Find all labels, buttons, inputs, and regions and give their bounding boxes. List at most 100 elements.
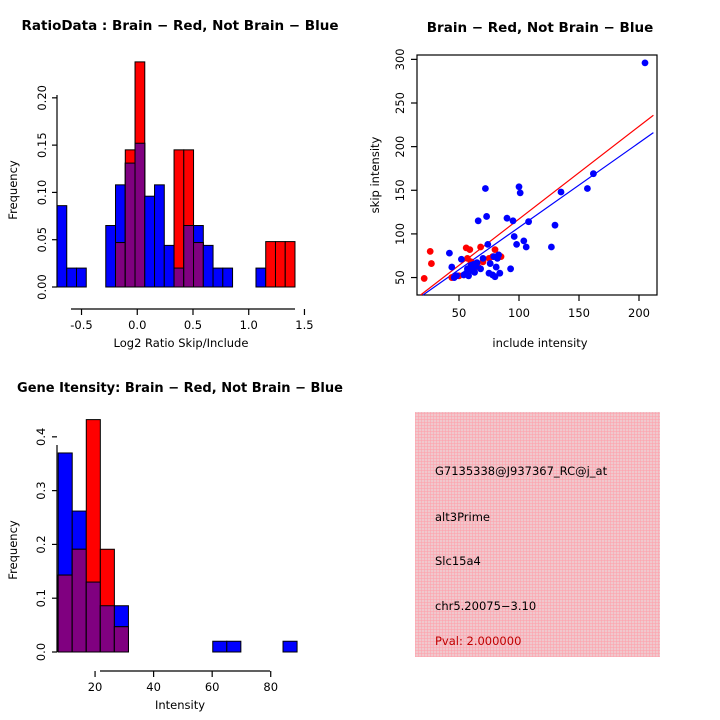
scatter-point <box>492 263 500 271</box>
y-tick-label: 0.10 <box>35 180 49 206</box>
x-tick-label: 100 <box>508 306 530 320</box>
gene-histogram-svg: 0.0 0.1 0.2 0.3 0.4 20 40 60 80 Frequency Inten… <box>6 419 298 712</box>
ratio-x-axis-title: Log2 Ratio Skip/Include <box>114 336 249 350</box>
scatter-point <box>641 59 649 67</box>
scatter-y-axis-title: skip intensity <box>368 136 382 213</box>
scatter-point <box>551 221 559 229</box>
y-tick-label: 50 <box>393 270 407 285</box>
panel-gene-info: G7135338@J937367_RC@j_at alt3Prime Slc15… <box>360 360 720 720</box>
scatter-point <box>453 272 460 280</box>
histogram-bar-red <box>173 149 185 288</box>
x-tick-label: 40 <box>146 680 161 694</box>
gene-y-axis: 0.0 0.1 0.2 0.3 0.4 <box>34 428 58 661</box>
histogram-bar-overlap <box>99 605 115 653</box>
x-tick-label: 200 <box>628 306 650 320</box>
scatter-point <box>477 243 484 251</box>
scatter-point <box>420 275 428 282</box>
panel-gene-intensity-histogram: Gene Itensity: Brain − Red, Not Brain − … <box>0 360 360 720</box>
x-tick-label: 80 <box>263 680 278 694</box>
scatter-point <box>486 260 494 267</box>
scatter-point <box>496 269 504 277</box>
histogram-bar-overlap <box>85 581 101 653</box>
histogram-bar-blue <box>202 244 214 288</box>
histogram-bar-blue <box>212 267 224 288</box>
y-tick-label: 150 <box>393 179 407 201</box>
pval-label: Pval: 2.000000 <box>435 634 522 648</box>
scatter-point <box>426 247 434 255</box>
scatter-point <box>516 189 524 197</box>
scatter-x-axis-title: include intensity <box>492 336 587 350</box>
y-tick-label: 0.2 <box>34 535 48 553</box>
brain-fit-line <box>420 114 654 296</box>
x-tick-label: 20 <box>88 680 103 694</box>
gene-histogram-title: Gene Itensity: Brain − Red, Not Brain − … <box>17 381 343 396</box>
histogram-bar-red <box>274 241 286 288</box>
scatter-point <box>458 255 465 263</box>
scatter-point <box>428 260 435 267</box>
scatter-point <box>525 218 532 226</box>
scatter-point <box>482 185 489 192</box>
scatter-point <box>513 240 520 248</box>
scatter-point <box>471 268 478 276</box>
ratio-histogram-bars <box>56 61 296 288</box>
scatter-title: Brain − Red, Not Brain − Blue <box>426 20 654 36</box>
scatter-point <box>448 263 456 271</box>
y-tick-label: 300 <box>393 48 407 70</box>
gene-symbol-label: Slc15a4 <box>435 554 481 568</box>
x-tick-label: 1.0 <box>240 318 258 332</box>
x-tick-label: 50 <box>452 306 467 320</box>
histogram-bar-overlap <box>57 574 73 653</box>
gene-y-axis-title: Frequency <box>6 520 20 580</box>
y-tick-label: 250 <box>393 92 407 114</box>
panel-ratio-histogram: RatioData : Brain − Red, Not Brain − Blu… <box>0 0 360 360</box>
scatter-point <box>510 233 518 240</box>
histogram-bar-overlap <box>113 626 129 653</box>
y-tick-label: 0.05 <box>35 227 49 253</box>
x-tick-label: -0.5 <box>70 318 92 332</box>
scatter-point <box>522 243 530 251</box>
scatter-point <box>483 213 490 220</box>
gene-info-box: G7135338@J937367_RC@j_at alt3Prime Slc15… <box>415 412 660 657</box>
scatter-data-points <box>420 59 649 282</box>
scatter-point <box>503 214 511 222</box>
histogram-bar-blue <box>56 205 68 288</box>
y-tick-label: 0.15 <box>35 132 49 158</box>
scatter-point <box>446 249 453 257</box>
y-tick-label: 0.00 <box>35 274 49 300</box>
scatter-point <box>479 254 487 262</box>
ratio-histogram-title: RatioData : Brain − Red, Not Brain − Blu… <box>21 18 339 34</box>
scatter-point <box>520 237 528 245</box>
histogram-bar-blue <box>144 195 156 288</box>
locus-label: chr5.20075−3.10 <box>435 599 537 613</box>
histogram-bar-blue <box>163 244 175 288</box>
histogram-bar-overlap <box>71 548 87 653</box>
histogram-bar-overlap <box>115 242 126 288</box>
histogram-bar-blue <box>154 184 165 288</box>
scatter-point <box>466 246 474 254</box>
probe-id-label: G7135338@J937367_RC@j_at <box>435 464 608 478</box>
y-tick-label: 0.4 <box>34 428 48 446</box>
histogram-bar-red <box>284 241 296 288</box>
histogram-bar-blue <box>282 640 298 653</box>
y-tick-label: 0.0 <box>34 643 48 661</box>
histogram-bar-blue <box>105 225 117 288</box>
y-tick-label: 0.3 <box>34 481 48 499</box>
histogram-bar-overlap <box>124 162 136 288</box>
scatter-point <box>465 272 472 280</box>
histogram-bar-blue <box>212 640 228 653</box>
scatter-point <box>548 243 555 251</box>
scatter-fit-lines <box>420 114 654 296</box>
histogram-bar-blue <box>66 267 78 288</box>
y-tick-label: 0.1 <box>34 589 48 607</box>
x-tick-label: 1.5 <box>295 318 313 332</box>
splice-type-label: alt3Prime <box>435 510 491 524</box>
gene-histogram-bars <box>57 419 298 653</box>
scatter-y-axis: 50 100 150 200 250 300 <box>393 48 417 285</box>
histogram-bar-blue <box>76 267 87 288</box>
scatter-point <box>491 273 499 281</box>
scatter-point <box>509 217 517 225</box>
scatter-svg: 50 100 150 200 250 300 50 100 150 200 skip inten… <box>368 48 658 350</box>
histogram-bar-overlap <box>183 225 195 288</box>
y-tick-label: 100 <box>393 223 407 245</box>
histogram-bar-blue <box>226 640 242 653</box>
